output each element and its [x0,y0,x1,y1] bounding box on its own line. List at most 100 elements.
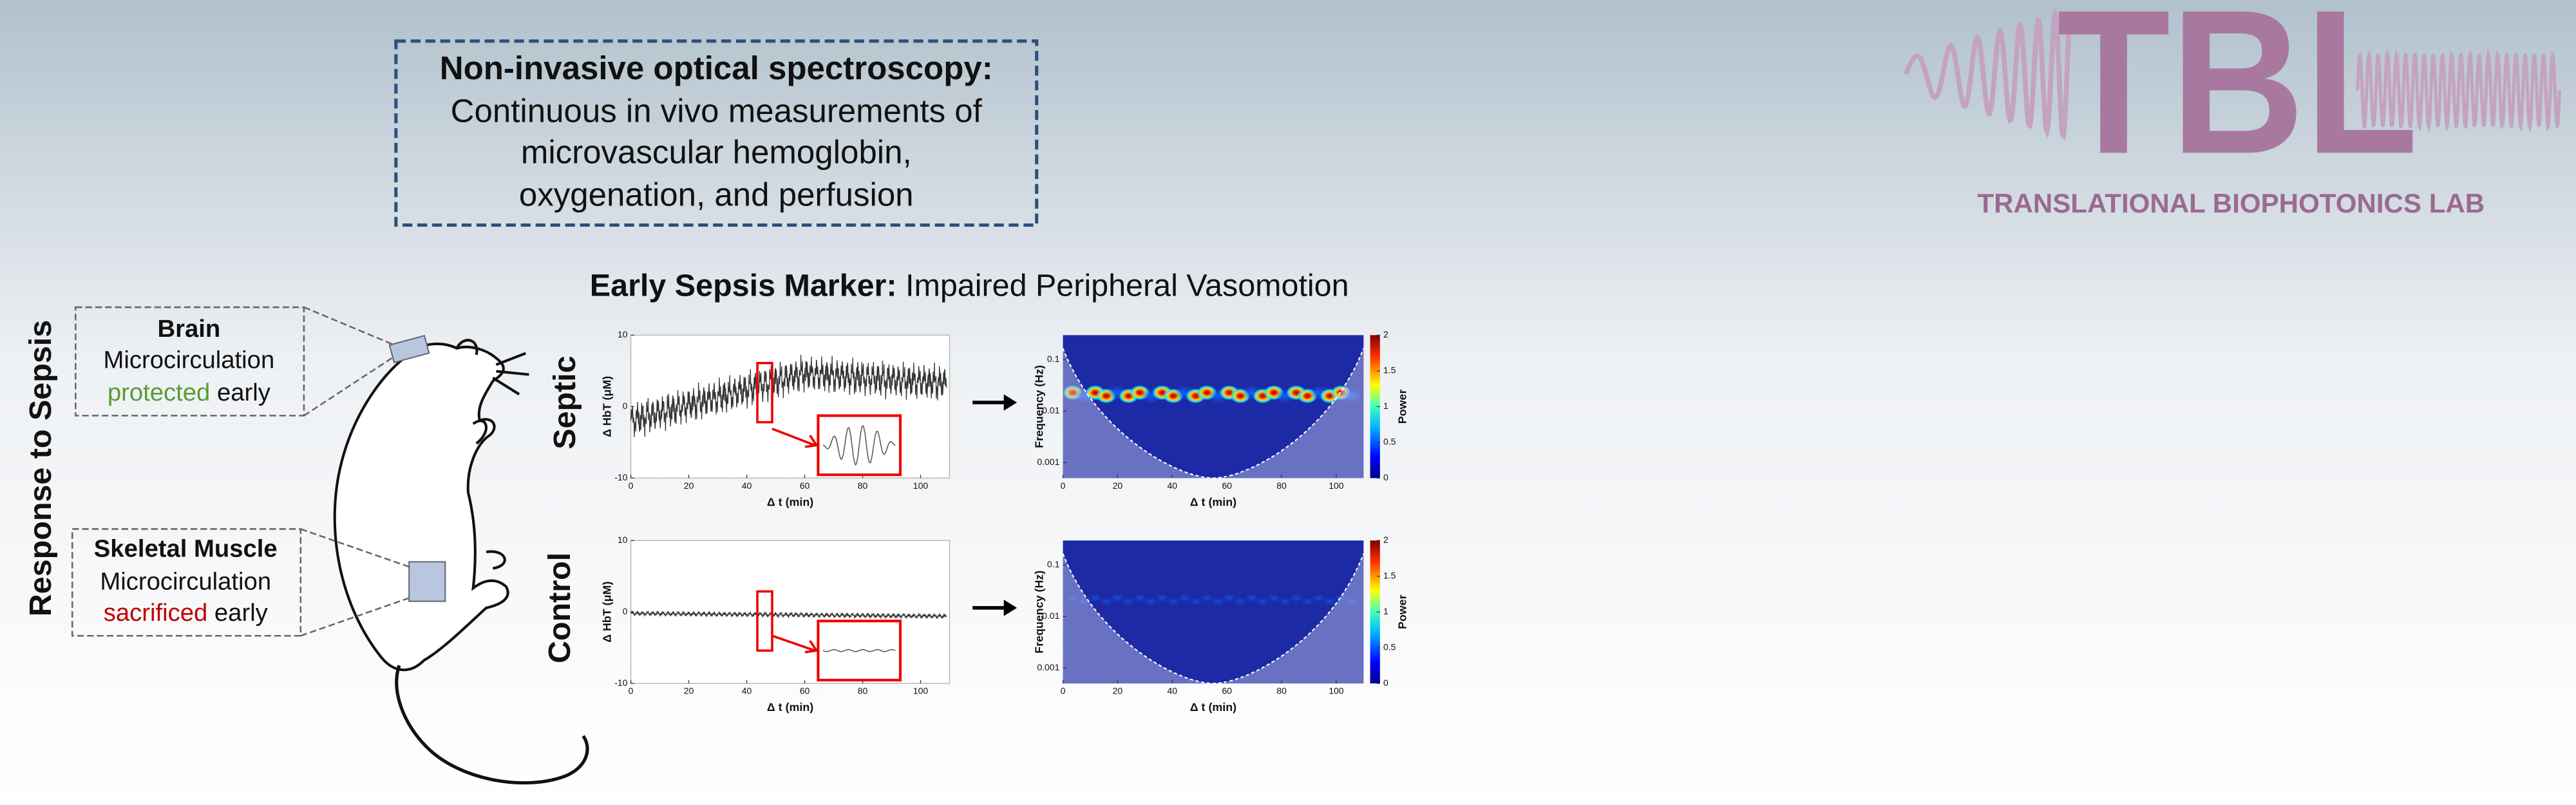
colorbar-tick-label: 1.5 [1383,365,1396,375]
x-axis-label: Δ t (min) [767,495,813,508]
power-blob [1278,597,1292,606]
y-tick-label: 0.001 [1037,457,1059,467]
flow-arrowhead [1003,600,1018,616]
cone-of-influence [1062,348,1365,479]
y-axis-label: Frequency (Hz) [1033,571,1046,654]
logo-letters: TBL [2057,0,2418,196]
power-blob [1345,597,1359,606]
power-blob [1233,597,1247,606]
inset-trace [822,424,896,466]
x-axis-label: Δ t (min) [1190,701,1236,714]
callout-status: protected early [108,379,271,406]
power-blob [1222,594,1236,602]
x-tick-label: 100 [1329,686,1344,696]
logo: TBL TRANSLATIONAL BIOPHOTONICS LAB [1903,0,2562,218]
x-tick-label: 60 [1222,480,1232,491]
power-blob [1111,594,1124,602]
mouse [333,339,589,785]
mouse-paws [472,419,506,570]
x-tick-label: 20 [684,686,694,696]
power-blob [1155,594,1169,602]
header-line: oxygenation, and perfusion [519,176,914,213]
header-title: Non-invasive optical spectroscopy: [440,50,993,86]
highlight-arrow [772,428,819,448]
power-blob [1133,594,1147,602]
y-tick-label: 10 [618,535,628,545]
callout-title: Brain [157,315,220,343]
colorbar-tick-label: 2 [1383,329,1388,339]
power-blob [1256,597,1269,606]
row-label: Control [542,553,577,663]
x-tick-label: 20 [1113,686,1123,696]
x-tick-label: 0 [629,480,634,491]
mouse-tail [395,665,589,785]
header-line: Continuous in vivo measurements of [451,93,983,129]
status-word: protected [108,379,210,406]
power-blob [1342,388,1362,404]
y-tick-label: -10 [614,677,627,688]
status-suffix: early [214,599,269,627]
flow-arrowhead [1003,394,1018,411]
x-tick-label: 60 [800,480,810,491]
x-tick-label: 0 [629,686,634,696]
plot-area [630,334,951,479]
y-tick-label: 0.001 [1037,662,1059,672]
logo-wave [2356,48,2562,133]
cone-shade [1063,348,1364,478]
power-blob [1323,597,1336,606]
power-blob [1211,597,1225,606]
callout-line [300,306,410,637]
power-blob [1200,594,1214,602]
plot-area [630,540,951,684]
sensor [388,334,430,364]
x-tick-label: 20 [684,480,694,491]
logo-wave [1903,5,2073,140]
cone-of-influence [1062,553,1365,685]
colorbar-tick-label: 0 [1383,472,1388,482]
power-blob [1267,594,1281,602]
callout-subtitle: Microcirculation [104,346,275,374]
sensor [408,561,446,602]
panel-title-rest: Impaired Peripheral Vasomotion [905,268,1349,303]
side-label: Response to Sepsis [23,320,58,616]
y-tick-label: 10 [618,329,628,339]
status-word: sacrificed [104,599,208,627]
cone-shade [1063,553,1364,684]
x-tick-label: 60 [1222,686,1232,696]
power-blob [1144,597,1158,606]
y-axis-label: Δ HbT (μM) [601,582,614,643]
power-blob [1099,597,1113,606]
heatmap [1063,540,1364,684]
callout-box [75,306,305,417]
mouse-ear [455,339,478,355]
callout-box [71,528,302,637]
trace [630,355,947,437]
inset-trace [822,649,896,652]
y-axis-label: Frequency (Hz) [1033,365,1046,448]
y-tick-label: 0.01 [1042,405,1059,415]
x-tick-label: 20 [1113,480,1123,491]
x-tick-label: 80 [1276,480,1287,491]
y-tick-label: 0 [623,401,628,411]
y-tick-label: 0.1 [1047,559,1060,569]
callout-title: Skeletal Muscle [94,535,278,563]
y-tick-label: -10 [614,472,627,482]
x-tick-label: 40 [1167,686,1177,696]
x-tick-label: 60 [800,686,810,696]
row-label: Septic [547,355,582,449]
power-blob [1122,597,1135,606]
colorbar-tick-label: 1 [1383,606,1388,616]
y-tick-label: 0.1 [1047,354,1060,364]
power-blob [1088,594,1102,602]
status-suffix: early [217,379,271,406]
header-box [394,39,1039,227]
panel-title-bold: Early Sepsis Marker: [590,268,897,303]
x-tick-label: 0 [1061,480,1066,491]
colorbar-label: Power [1396,594,1408,629]
x-tick-label: 100 [913,480,929,491]
x-tick-label: 100 [913,686,929,696]
y-axis-label: Δ HbT (μM) [601,376,614,437]
x-axis-label: Δ t (min) [767,701,813,714]
heatmap [1063,335,1364,478]
